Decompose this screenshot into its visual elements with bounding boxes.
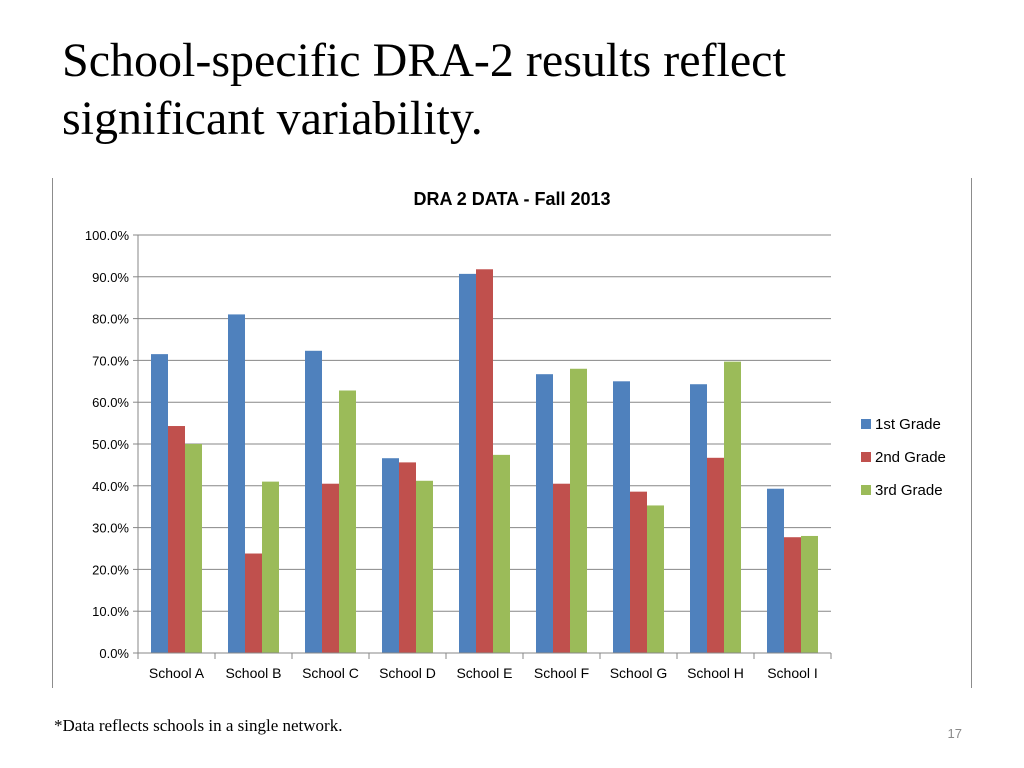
bar-3rd-grade: School E – 3rd Grade: 47.4% xyxy=(493,454,510,653)
legend-swatch xyxy=(861,419,871,429)
y-tick-label: 20.0% xyxy=(92,562,129,577)
bars: School A – 1st Grade: 71.5%School A – 2n… xyxy=(151,269,818,653)
bar-1st-grade: School I – 1st Grade: 39.3% xyxy=(767,488,784,653)
x-tick-label: School A xyxy=(149,665,205,681)
y-tick-label: 10.0% xyxy=(92,604,129,619)
legend-label: 1st Grade xyxy=(875,416,941,433)
bar-2nd-grade: School D – 2nd Grade: 45.6% xyxy=(399,462,416,653)
axes: 0.0% 10.0% 20.0% 30.0% 40.0% 50.0% 60.0% 70.0% 8… xyxy=(85,228,832,681)
legend-label: 2nd Grade xyxy=(875,449,946,466)
x-tick-label: School G xyxy=(610,665,668,681)
bar-3rd-grade: School B – 3rd Grade: 41% xyxy=(262,481,279,653)
bar-3rd-grade: School G – 3rd Grade: 35.3% xyxy=(647,505,664,653)
bar-3rd-grade: School C – 3rd Grade: 62.8% xyxy=(339,390,356,653)
footnote: *Data reflects schools in a single netwo… xyxy=(54,716,343,735)
y-tick-label: 70.0% xyxy=(92,353,129,368)
y-tick-label: 100.0% xyxy=(85,228,130,243)
bar-chart: DRA 2 DATA - Fall 2013 School A – 1st Gr… xyxy=(85,189,946,681)
bar-2nd-grade: School I – 2nd Grade: 27.7% xyxy=(784,537,801,653)
bar-1st-grade: School G – 1st Grade: 65% xyxy=(613,381,630,653)
chart-frame: DRA 2 DATA - Fall 2013 School A – 1st Gr… xyxy=(52,178,972,688)
bar-3rd-grade: School F – 3rd Grade: 68% xyxy=(570,368,587,653)
bar-1st-grade: School A – 1st Grade: 71.5% xyxy=(151,354,168,653)
bar-2nd-grade: School C – 2nd Grade: 40.5% xyxy=(322,483,339,653)
x-tick-label: School H xyxy=(687,665,744,681)
bar-1st-grade: School D – 1st Grade: 46.6% xyxy=(382,458,399,653)
x-tick-label: School C xyxy=(302,665,359,681)
bar-1st-grade: School F – 1st Grade: 66.7% xyxy=(536,374,553,653)
chart-title: DRA 2 DATA - Fall 2013 xyxy=(413,189,610,209)
legend-label: 3rd Grade xyxy=(875,482,943,499)
bar-2nd-grade: School F – 2nd Grade: 40.5% xyxy=(553,483,570,653)
bar-2nd-grade: School H – 2nd Grade: 46.7% xyxy=(707,457,724,653)
x-tick-label: School E xyxy=(456,665,512,681)
x-tick-label: School B xyxy=(225,665,281,681)
slide-title: School-specific DRA-2 results reflect si… xyxy=(62,34,786,145)
page-number: 17 xyxy=(947,726,962,741)
x-tick-label: School D xyxy=(379,665,436,681)
y-tick-label: 80.0% xyxy=(92,312,129,327)
bar-2nd-grade: School G – 2nd Grade: 38.6% xyxy=(630,491,647,653)
y-tick-label: 30.0% xyxy=(92,521,129,536)
bar-2nd-grade: School E – 2nd Grade: 91.8% xyxy=(476,269,493,653)
bar-2nd-grade: School B – 2nd Grade: 23.8% xyxy=(245,553,262,653)
bar-3rd-grade: School A – 3rd Grade: 50% xyxy=(185,444,202,653)
bar-3rd-grade: School H – 3rd Grade: 69.7% xyxy=(724,361,741,653)
x-tick-label: School F xyxy=(534,665,589,681)
y-tick-label: 60.0% xyxy=(92,395,129,410)
bar-2nd-grade: School A – 2nd Grade: 54.3% xyxy=(168,426,185,653)
bar-1st-grade: School C – 1st Grade: 72.3% xyxy=(305,350,322,653)
bar-1st-grade: School E – 1st Grade: 90.7% xyxy=(459,273,476,653)
bar-1st-grade: School H – 1st Grade: 64.3% xyxy=(690,384,707,653)
legend-swatch xyxy=(861,452,871,462)
x-tick-label: School I xyxy=(767,665,818,681)
bar-3rd-grade: School I – 3rd Grade: 28% xyxy=(801,535,818,653)
y-tick-label: 40.0% xyxy=(92,479,129,494)
bar-1st-grade: School B – 1st Grade: 81% xyxy=(228,314,245,653)
bar-3rd-grade: School D – 3rd Grade: 41.2% xyxy=(416,480,433,653)
legend-swatch xyxy=(861,485,871,495)
y-tick-label: 90.0% xyxy=(92,270,129,285)
y-tick-label: 0.0% xyxy=(99,646,129,661)
y-tick-label: 50.0% xyxy=(92,437,129,452)
legend: 1st Grade 2nd Grade 3rd Grade xyxy=(861,416,946,499)
